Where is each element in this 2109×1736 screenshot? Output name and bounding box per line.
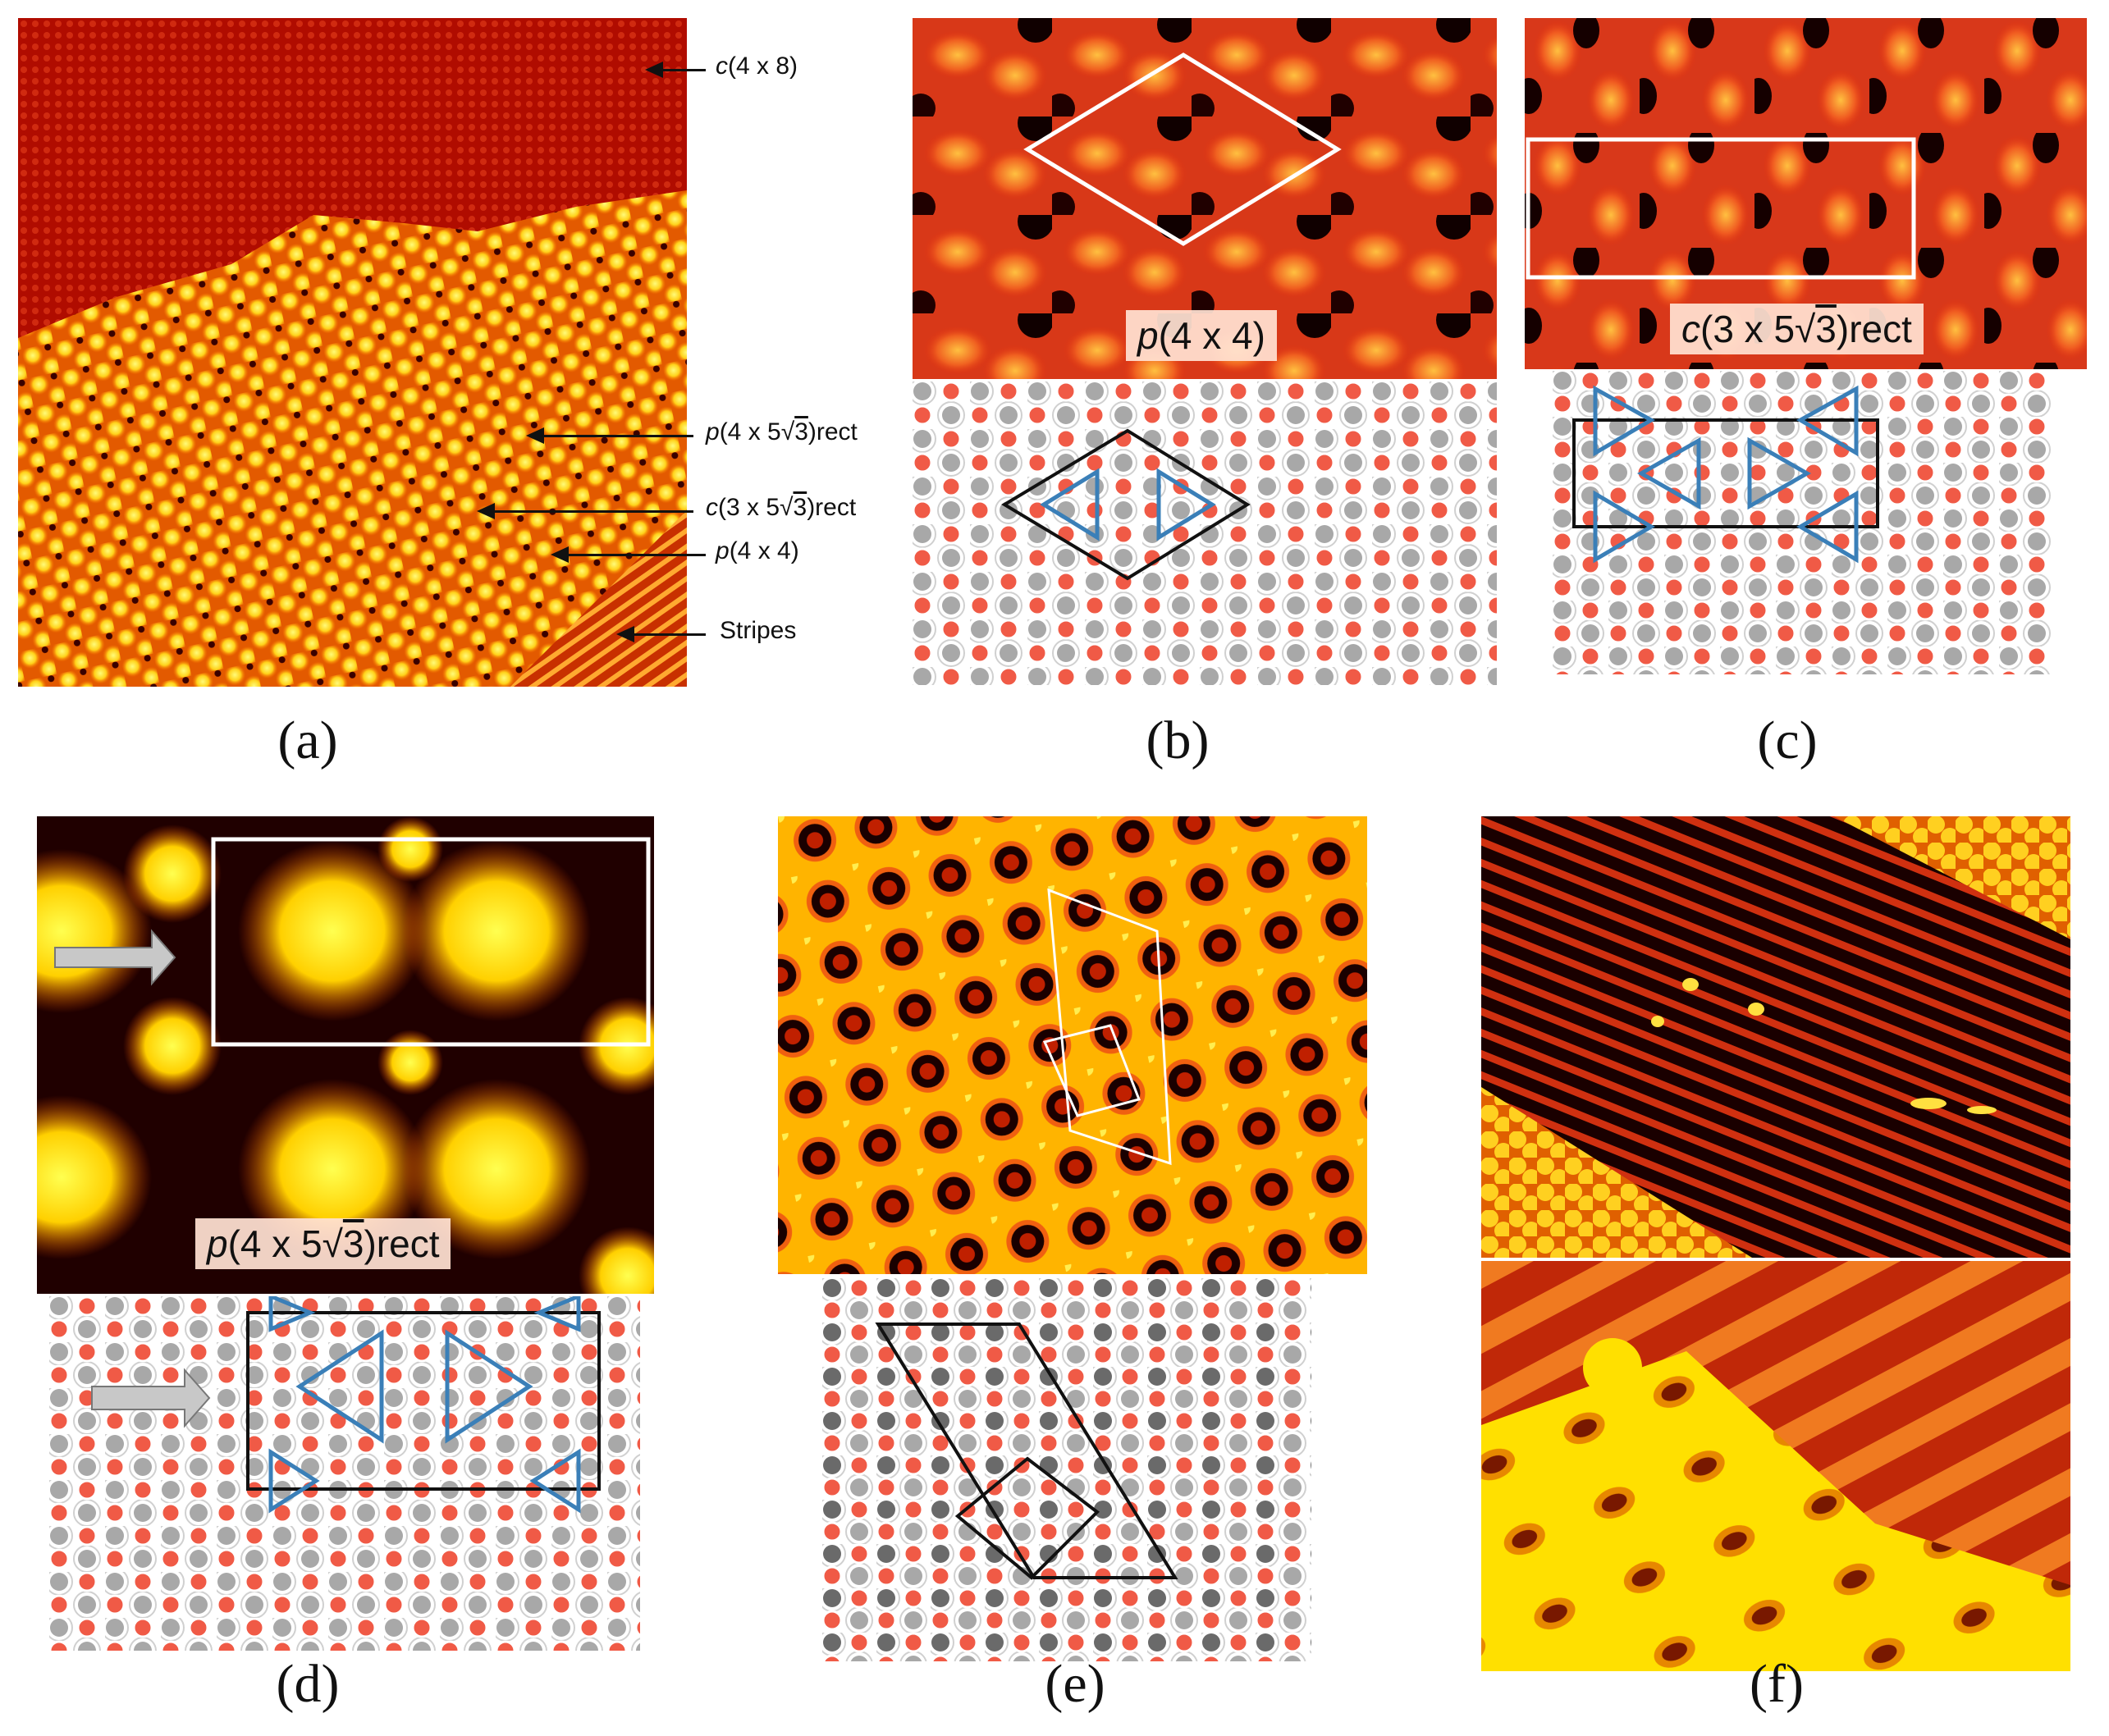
panel-b-model <box>913 381 1497 685</box>
annotation-arrow <box>477 503 693 519</box>
panel-c-model <box>1553 371 2052 674</box>
panel-f-image-bottom <box>1481 1261 2070 1671</box>
annotation-stripes: Stripes <box>720 617 797 644</box>
panel-d-label: p(4 x 5√3)rect <box>195 1218 451 1269</box>
annotation-p4x5r3: p(4 x 5√3)rect <box>706 418 858 445</box>
annotation-arrow <box>616 626 706 642</box>
panel-a-image <box>18 18 687 687</box>
caption-b: (b) <box>1146 710 1210 770</box>
panel-e-model <box>822 1278 1311 1661</box>
caption-e: (e) <box>1045 1654 1105 1714</box>
annotation-c3x5r3: c(3 x 5√3)rect <box>706 494 857 521</box>
panel-f-image-top <box>1481 816 2070 1258</box>
caption-c: (c) <box>1757 710 1818 770</box>
panel-e-image <box>778 816 1367 1274</box>
caption-a: (a) <box>277 710 338 770</box>
annotation-arrow <box>526 427 693 444</box>
annotation-arrow <box>551 546 706 563</box>
annotation-c4x8: c(4 x 8) <box>716 53 798 80</box>
panel-d-image <box>37 816 654 1294</box>
panel-c-label: c(3 x 5√3)rect <box>1670 304 1924 354</box>
caption-f: (f) <box>1750 1654 1804 1714</box>
panel-b-label: p(4 x 4) <box>1126 310 1277 361</box>
panel-d-model <box>49 1296 640 1651</box>
caption-d: (d) <box>276 1654 340 1714</box>
annotation-p4x4: p(4 x 4) <box>716 537 799 564</box>
annotation-arrow <box>645 62 706 78</box>
